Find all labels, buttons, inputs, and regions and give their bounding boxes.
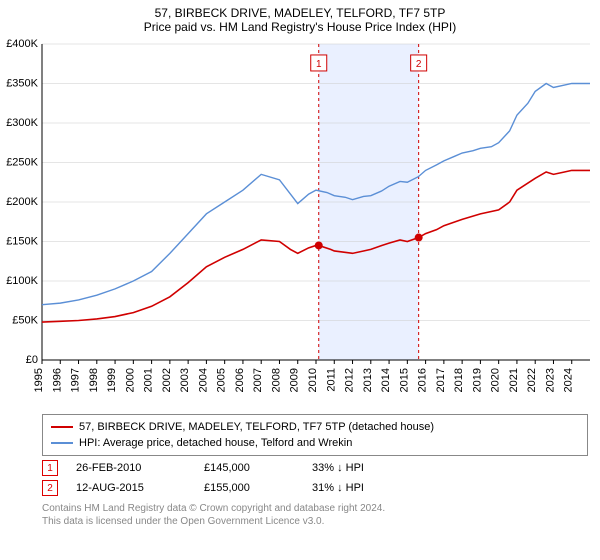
svg-text:2008: 2008 — [270, 368, 282, 392]
sale-row: 2 12-AUG-2015 £155,000 31% ↓ HPI — [42, 480, 588, 496]
svg-text:2016: 2016 — [417, 368, 429, 392]
svg-text:2009: 2009 — [289, 368, 301, 392]
sale-rows: 1 26-FEB-2010 £145,000 33% ↓ HPI 2 12-AUG-201… — [0, 460, 600, 496]
svg-text:£100K: £100K — [6, 275, 38, 287]
svg-text:2020: 2020 — [490, 368, 502, 392]
svg-text:1999: 1999 — [106, 368, 118, 392]
legend: 57, BIRBECK DRIVE, MADELEY, TELFORD, TF7… — [42, 414, 588, 456]
svg-text:2006: 2006 — [234, 368, 246, 392]
legend-label: 57, BIRBECK DRIVE, MADELEY, TELFORD, TF7… — [79, 419, 434, 435]
svg-text:2001: 2001 — [143, 368, 155, 392]
svg-text:1998: 1998 — [88, 368, 100, 392]
svg-text:2015: 2015 — [398, 368, 410, 392]
svg-text:2018: 2018 — [453, 368, 465, 392]
chart-subtitle: Price paid vs. HM Land Registry's House … — [0, 20, 600, 38]
sale-delta: 31% ↓ HPI — [312, 482, 364, 494]
chart-title: 57, BIRBECK DRIVE, MADELEY, TELFORD, TF7… — [0, 0, 600, 20]
sale-date: 12-AUG-2015 — [76, 482, 186, 494]
svg-text:2022: 2022 — [526, 368, 538, 392]
svg-text:£350K: £350K — [6, 78, 38, 90]
sale-delta: 33% ↓ HPI — [312, 462, 364, 474]
svg-text:£400K: £400K — [6, 38, 38, 50]
license-line2: This data is licensed under the Open Gov… — [42, 515, 588, 528]
svg-text:2003: 2003 — [179, 368, 191, 392]
svg-text:2023: 2023 — [544, 368, 556, 392]
license-line1: Contains HM Land Registry data © Crown c… — [42, 502, 588, 515]
sale-row: 1 26-FEB-2010 £145,000 33% ↓ HPI — [42, 460, 588, 476]
svg-text:2002: 2002 — [161, 368, 173, 392]
svg-text:2004: 2004 — [197, 368, 209, 392]
legend-swatch — [51, 442, 73, 444]
chart-area: £0£50K£100K£150K£200K£250K£300K£350K£400… — [42, 38, 590, 408]
svg-text:2007: 2007 — [252, 368, 264, 392]
svg-text:1997: 1997 — [70, 368, 82, 392]
legend-swatch — [51, 426, 73, 428]
svg-text:2014: 2014 — [380, 368, 392, 392]
license-text: Contains HM Land Registry data © Crown c… — [42, 502, 588, 528]
svg-text:2011: 2011 — [325, 368, 337, 392]
legend-item: HPI: Average price, detached house, Telf… — [51, 435, 579, 451]
svg-text:2: 2 — [416, 59, 422, 70]
svg-text:1: 1 — [316, 59, 322, 70]
sale-badge: 2 — [42, 480, 58, 496]
svg-text:2024: 2024 — [563, 368, 575, 392]
svg-text:2000: 2000 — [124, 368, 136, 392]
svg-text:2012: 2012 — [344, 368, 356, 392]
sale-date: 26-FEB-2010 — [76, 462, 186, 474]
svg-text:2017: 2017 — [435, 368, 447, 392]
svg-text:£50K: £50K — [12, 315, 38, 327]
svg-text:2013: 2013 — [362, 368, 374, 392]
svg-text:£150K: £150K — [6, 236, 38, 248]
svg-text:1995: 1995 — [33, 368, 45, 392]
sale-price: £155,000 — [204, 482, 294, 494]
svg-text:2019: 2019 — [471, 368, 483, 392]
svg-text:2021: 2021 — [508, 368, 520, 392]
svg-text:£200K: £200K — [6, 196, 38, 208]
svg-text:1996: 1996 — [51, 368, 63, 392]
svg-text:£250K: £250K — [6, 157, 38, 169]
legend-item: 57, BIRBECK DRIVE, MADELEY, TELFORD, TF7… — [51, 419, 579, 435]
svg-text:£300K: £300K — [6, 117, 38, 129]
svg-text:£0: £0 — [26, 354, 38, 366]
legend-label: HPI: Average price, detached house, Telf… — [79, 435, 352, 451]
line-chart: £0£50K£100K£150K£200K£250K£300K£350K£400… — [42, 38, 590, 408]
svg-text:2010: 2010 — [307, 368, 319, 392]
sale-badge: 1 — [42, 460, 58, 476]
sale-price: £145,000 — [204, 462, 294, 474]
svg-text:2005: 2005 — [216, 368, 228, 392]
